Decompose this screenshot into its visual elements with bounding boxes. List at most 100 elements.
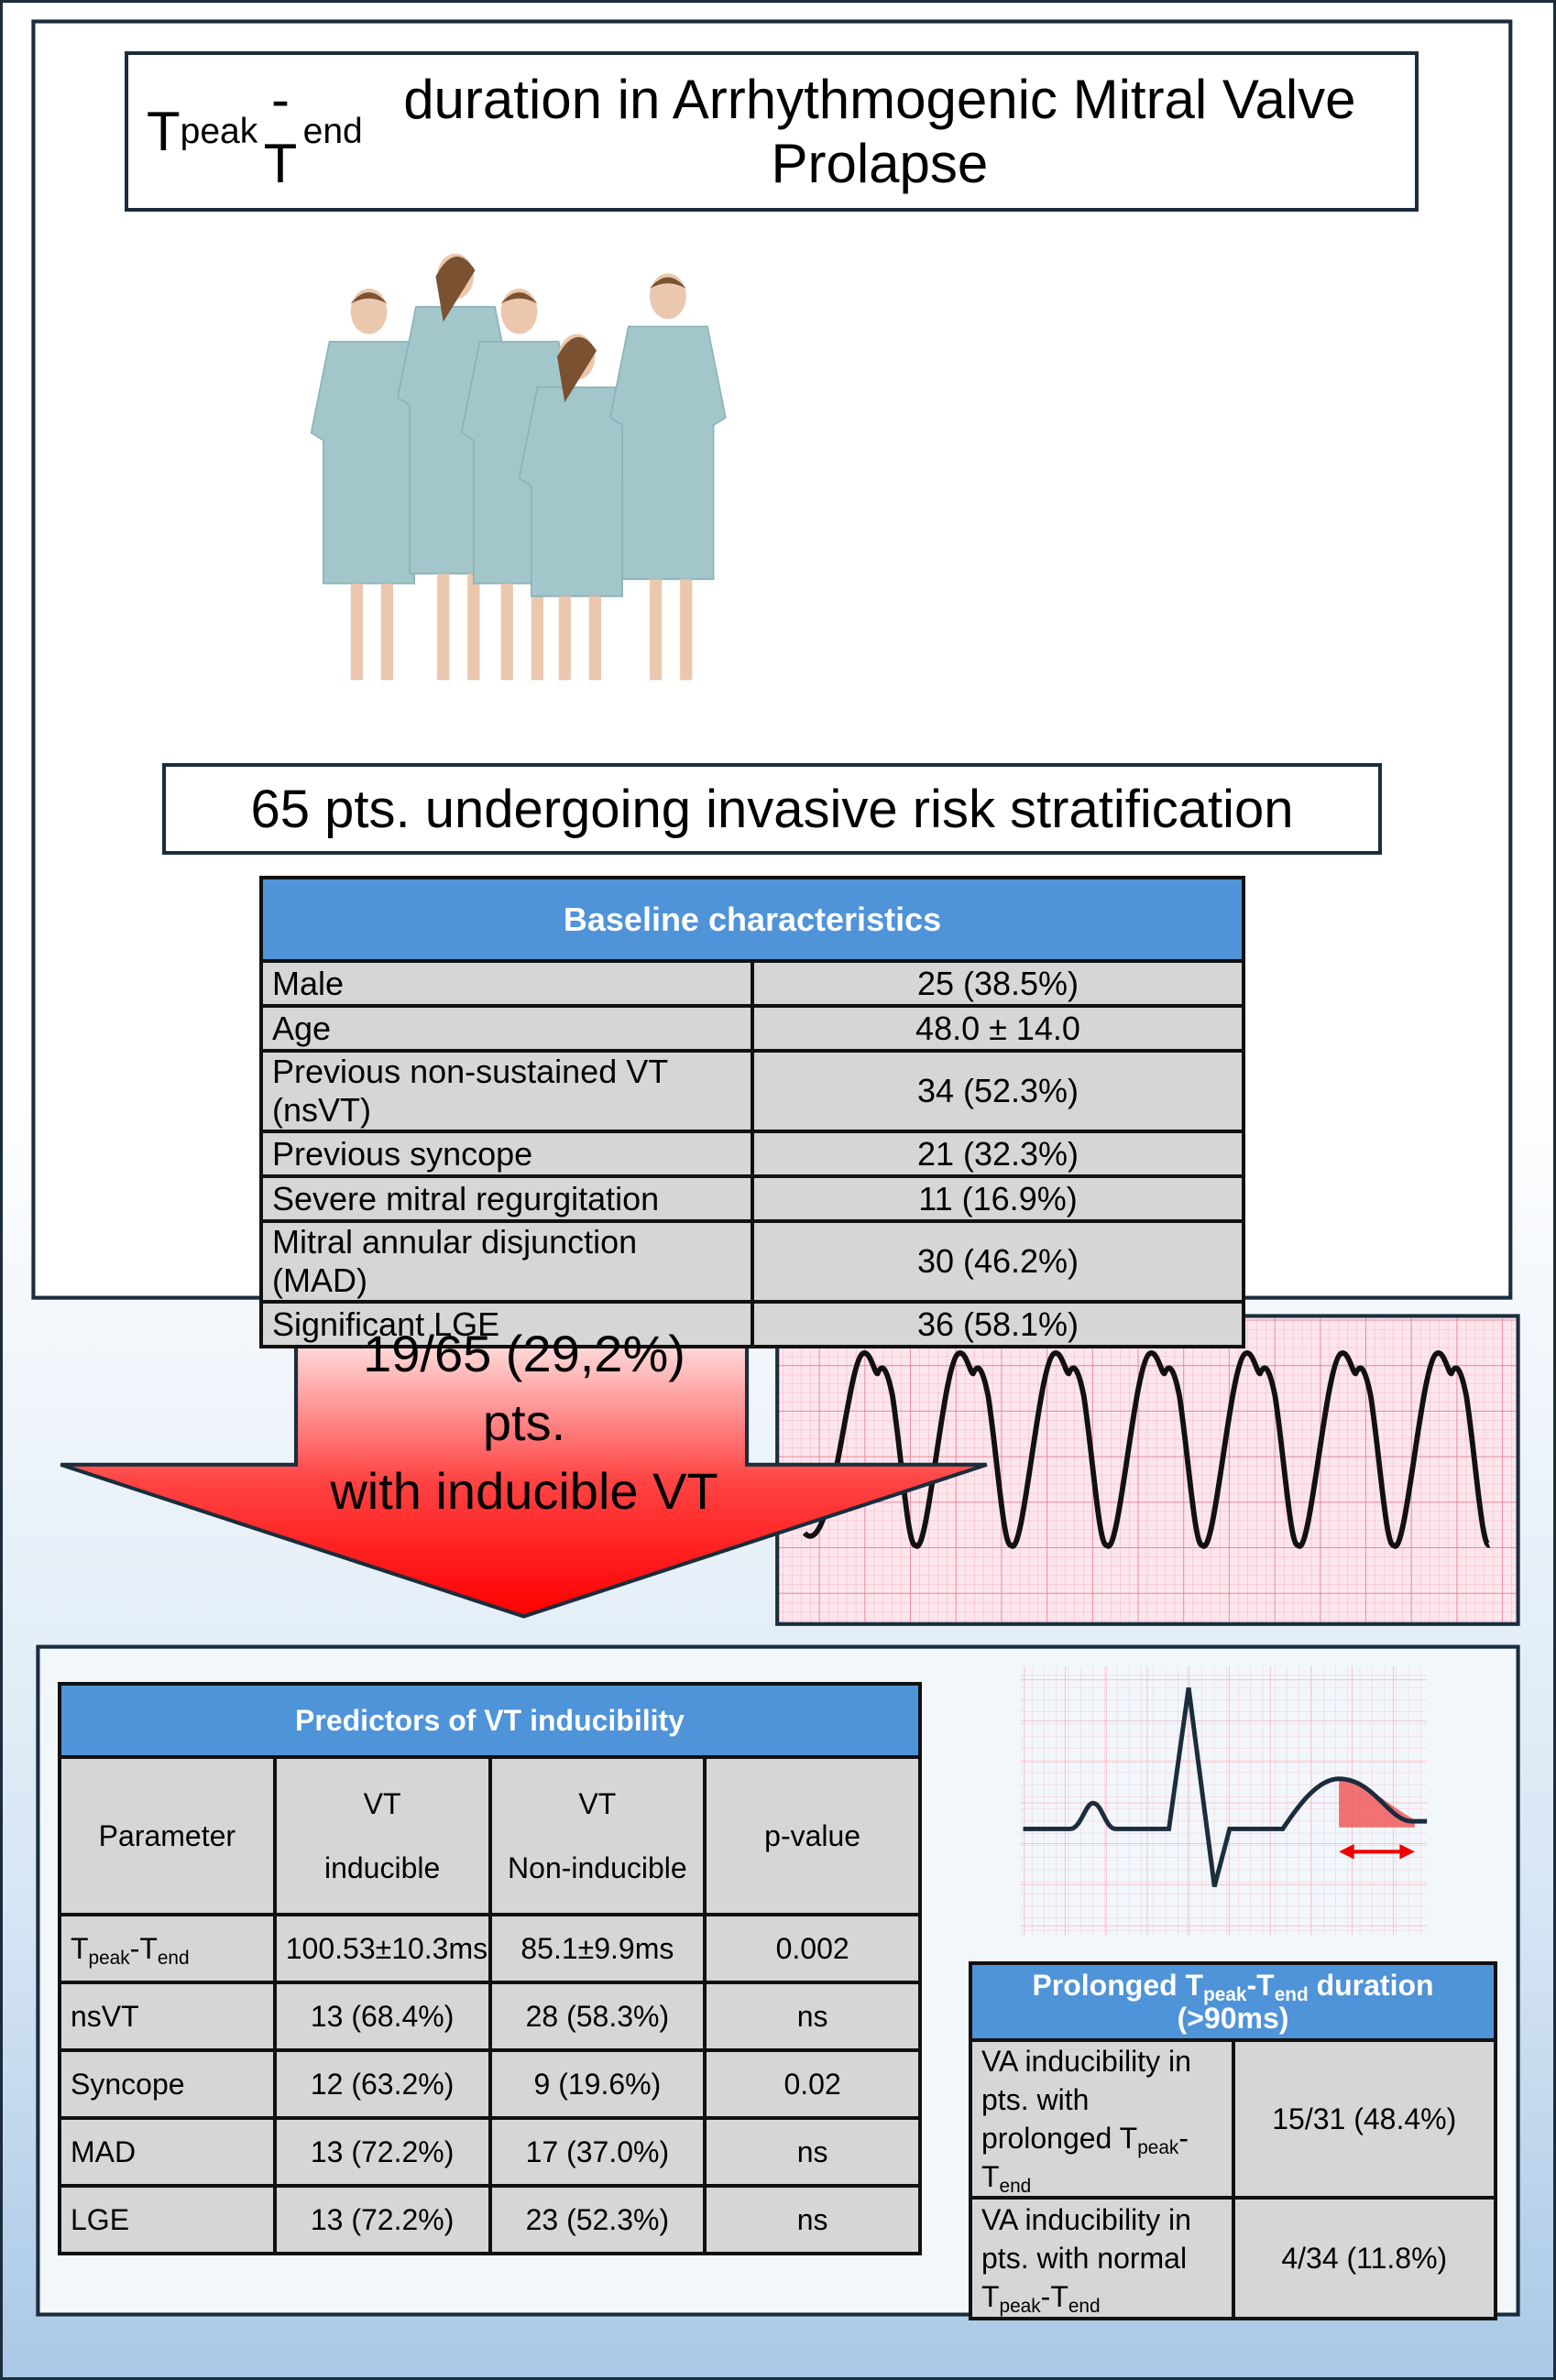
header-row: Baseline characteristics bbox=[259, 876, 1245, 963]
column-header: VT Non-inducible bbox=[488, 1755, 707, 1916]
subscript: peak bbox=[1203, 1984, 1247, 2006]
subscript: peak bbox=[88, 1947, 130, 1969]
parameter-cell: LGE bbox=[58, 2184, 277, 2255]
value-cell: ns bbox=[703, 2116, 922, 2188]
text-segment: duration (>90ms) bbox=[1177, 1969, 1434, 2035]
value-cell: 21 (32.3%) bbox=[751, 1130, 1245, 1178]
table-row: VA inducibility in pts. with normal Tpea… bbox=[969, 2196, 1497, 2320]
table-row: Significant LGE 36 (58.1%) bbox=[259, 1300, 1245, 1348]
table-row: Age 48.0 ± 14.0 bbox=[259, 1004, 1245, 1053]
subscript: end bbox=[1274, 1984, 1309, 2006]
subscript: peak bbox=[999, 2296, 1041, 2318]
label-cell: VA inducibility in pts. with normal Tpea… bbox=[969, 2196, 1235, 2320]
value-cell: 13 (68.4%) bbox=[272, 1981, 492, 2052]
leg bbox=[531, 583, 544, 681]
value-cell: 15/31 (48.4%) bbox=[1231, 2038, 1497, 2200]
value-cell: 30 (46.2%) bbox=[751, 1219, 1245, 1304]
text-line: pts. bbox=[482, 1393, 566, 1451]
value-cell: 11 (16.9%) bbox=[751, 1174, 1245, 1223]
table-row: Previous syncope 21 (32.3%) bbox=[259, 1130, 1245, 1178]
text-segment: -T bbox=[1040, 2280, 1068, 2313]
text-line: 19/65 (29,2%) bbox=[363, 1325, 685, 1382]
label-cell: Previous syncope bbox=[259, 1130, 754, 1178]
table-row: Previous non-sustained VT (nsVT) 34 (52.3… bbox=[259, 1049, 1245, 1133]
hair bbox=[556, 336, 597, 403]
leg bbox=[467, 573, 480, 681]
value-cell: 4/34 (11.8%) bbox=[1231, 2196, 1497, 2320]
hair bbox=[435, 257, 476, 322]
value-cell: 0.002 bbox=[703, 1913, 922, 1984]
parameter-cell: nsVT bbox=[58, 1981, 277, 2052]
label-cell: Previous non-sustained VT (nsVT) bbox=[259, 1049, 754, 1133]
table-row: Male 25 (38.5%) bbox=[259, 959, 1245, 1008]
value-cell: 25 (38.5%) bbox=[751, 959, 1245, 1008]
head bbox=[650, 273, 686, 320]
table-row: Tpeak-Tend 100.53±10.3ms 85.1±9.9ms 0.002 bbox=[58, 1913, 922, 1984]
leg bbox=[650, 579, 663, 681]
label-cell: Severe mitral regurgitation bbox=[259, 1174, 754, 1223]
arrow-text: 19/65 (29,2%) pts. with inducible VT bbox=[240, 1319, 808, 1525]
subscript: peak bbox=[1137, 2137, 1179, 2159]
hair bbox=[500, 292, 538, 304]
value-cell: 13 (72.2%) bbox=[272, 2184, 492, 2255]
head bbox=[500, 288, 538, 334]
subscript: end bbox=[1068, 2296, 1101, 2318]
value-cell: 13 (72.2%) bbox=[272, 2116, 492, 2188]
value-cell: 48.0 ± 14.0 bbox=[751, 1004, 1245, 1053]
value-cell: 12 (63.2%) bbox=[272, 2048, 492, 2120]
prolonged-table: Prolonged Tpeak-Tend duration (>90ms) VA … bbox=[969, 1961, 1497, 2320]
table-row: Mitral annular disjunction (MAD) 30 (46.2… bbox=[259, 1219, 1245, 1304]
table-row: VA inducibility in pts. with prolonged T… bbox=[969, 2038, 1497, 2200]
text-segment: VA inducibility in pts. with normal T bbox=[981, 2203, 1191, 2313]
text-segment: VA inducibility in pts. with prolonged T bbox=[981, 2045, 1191, 2155]
table-header: Predictors of VT inducibility bbox=[58, 1682, 922, 1759]
hair bbox=[350, 292, 388, 304]
column-header-row: Parameter VT inducible VT Non-inducible p-val… bbox=[58, 1755, 922, 1916]
patients-illustration bbox=[310, 253, 727, 681]
table-row: LGE 13 (72.2%) 23 (52.3%) ns bbox=[58, 2184, 922, 2255]
text-segment: -T bbox=[1246, 1969, 1275, 2002]
cohort: 65 pts. undergoing invasive risk stratif… bbox=[162, 763, 1382, 855]
ecg-beat bbox=[1020, 1666, 1428, 1936]
value-cell: 85.1±9.9ms bbox=[488, 1913, 707, 1984]
value-cell: 100.53±10.3ms bbox=[272, 1913, 492, 1984]
text-line: inducible bbox=[323, 1851, 441, 1884]
leg bbox=[680, 579, 693, 681]
text-line: VT bbox=[363, 1787, 401, 1820]
text-segment: -T bbox=[129, 1931, 158, 1965]
predictors-table: Predictors of VT inducibility Parameter VT… bbox=[58, 1682, 922, 2255]
value-cell: 9 (19.6%) bbox=[488, 2048, 707, 2120]
leg bbox=[588, 595, 602, 681]
text-segment: T bbox=[147, 100, 181, 162]
table-header: Baseline characteristics bbox=[259, 876, 1245, 963]
subscript: end bbox=[999, 2176, 1032, 2198]
parameter-cell: Syncope bbox=[58, 2048, 277, 2120]
leg bbox=[558, 595, 571, 681]
leg bbox=[437, 573, 450, 681]
text-line: Non-inducible bbox=[508, 1851, 687, 1884]
baseline-table: Baseline characteristics Male 25 (38.5%) Ag… bbox=[259, 876, 1245, 1348]
leg bbox=[380, 583, 394, 681]
text-segment: -T bbox=[263, 68, 298, 194]
text-line: with inducible VT bbox=[330, 1462, 718, 1520]
column-header: p-value bbox=[703, 1755, 922, 1916]
text-segment: T bbox=[71, 1931, 89, 1965]
value-cell: 23 (52.3%) bbox=[488, 2184, 707, 2255]
label-cell: Significant LGE bbox=[259, 1300, 754, 1348]
label-cell: Age bbox=[259, 1004, 754, 1053]
text-segment: Prolonged T bbox=[1032, 1969, 1204, 2002]
parameter-cell: MAD bbox=[58, 2116, 277, 2188]
column-header: VT inducible bbox=[272, 1755, 492, 1916]
leg bbox=[350, 583, 363, 681]
header-row: Predictors of VT inducibility bbox=[58, 1682, 922, 1759]
table-header: Prolonged Tpeak-Tend duration (>90ms) bbox=[969, 1961, 1497, 2042]
table-row: nsVT 13 (68.4%) 28 (58.3%) ns bbox=[58, 1981, 922, 2052]
table-row: Syncope 12 (63.2%) 9 (19.6%) 0.02 bbox=[58, 2048, 922, 2120]
head bbox=[350, 288, 388, 334]
gown bbox=[609, 325, 727, 581]
value-cell: 36 (58.1%) bbox=[751, 1300, 1245, 1348]
hair bbox=[650, 277, 686, 289]
